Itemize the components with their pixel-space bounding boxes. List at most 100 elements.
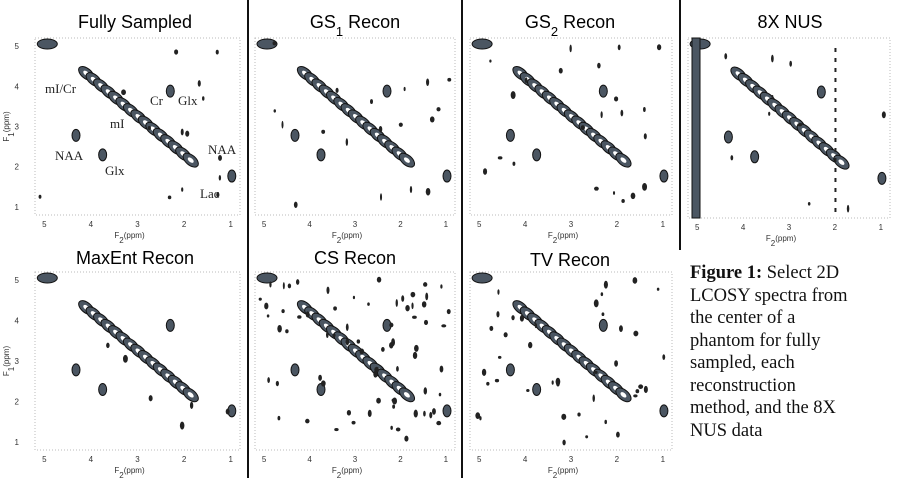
noise [321, 380, 326, 387]
caption-text: method, and the 8X [690, 398, 836, 418]
title-part: 8X NUS [757, 12, 822, 32]
x-tick-label: 3 [569, 455, 574, 464]
label-part: (ppm) [557, 231, 578, 240]
noise [370, 99, 373, 105]
noise [642, 182, 648, 191]
noise [612, 191, 616, 195]
cross-peak [598, 318, 608, 332]
noise [389, 322, 394, 328]
noise [346, 409, 352, 416]
title-part: GS [525, 12, 551, 32]
y-tick-label: 2 [15, 397, 20, 406]
title-part: CS Recon [314, 248, 396, 268]
noise [378, 125, 383, 133]
noise [321, 129, 326, 134]
noise [662, 354, 666, 360]
noise [185, 130, 190, 137]
panel-title: CS Recon [314, 248, 396, 268]
caption-text: reconstruction [690, 375, 796, 396]
noise [771, 54, 774, 63]
noise [614, 360, 618, 367]
noise [297, 315, 302, 319]
noise [423, 410, 426, 417]
panel-title: 8X NUS [757, 12, 822, 32]
noise [724, 53, 728, 60]
noise [569, 44, 572, 53]
cross-peak [505, 363, 515, 377]
noise [266, 314, 270, 318]
noise [551, 380, 554, 385]
noise [367, 302, 370, 306]
noise [446, 308, 451, 315]
cross-peak [598, 84, 608, 98]
label-part: F [114, 231, 119, 240]
title-part: MaxEnt Recon [76, 248, 194, 268]
noise [600, 111, 603, 119]
caption-line: sampled, each [690, 352, 895, 375]
caption-label: Figure 1: [690, 263, 763, 283]
noise [475, 412, 481, 420]
caption-text: LCOSY spectra from [690, 285, 848, 306]
cross-peak [505, 128, 515, 142]
peak-core [187, 157, 194, 163]
x-tick-label: 2 [182, 455, 187, 464]
peak-core [403, 157, 410, 163]
peak-label: Cr [150, 93, 164, 108]
y-tick-label: 1 [15, 438, 20, 447]
caption-text: sampled, each [690, 353, 795, 373]
cross-peak [382, 84, 392, 98]
noise [287, 283, 292, 289]
label-part: 1 [7, 132, 16, 137]
noise [489, 325, 494, 331]
noise [148, 395, 153, 402]
caption-line: Figure 1: Select 2D [690, 262, 895, 285]
plot-frame [34, 37, 241, 216]
spectrum [36, 272, 237, 430]
y-axis-label: F1(ppm) [2, 111, 16, 142]
noise [411, 302, 414, 310]
y-tick-label: 2 [15, 163, 20, 172]
noise [497, 289, 500, 295]
noise [392, 404, 396, 409]
noise [656, 287, 660, 291]
caption-text: the center of a [690, 308, 796, 328]
noise [601, 312, 605, 317]
x-axis-label: F2(ppm) [766, 234, 797, 248]
noise [519, 314, 525, 322]
label-part: 2 [119, 236, 124, 245]
noise [561, 413, 567, 420]
x-tick-label: 5 [477, 220, 482, 229]
noise [373, 370, 378, 378]
x-tick-label: 4 [307, 220, 312, 229]
noise [218, 175, 222, 181]
noise [423, 387, 428, 395]
noise [218, 155, 222, 161]
noise [277, 324, 282, 333]
noise [768, 111, 771, 116]
noise [376, 397, 381, 404]
noise [580, 125, 585, 131]
noise [272, 41, 277, 46]
noise [577, 412, 581, 417]
noise [633, 394, 638, 398]
noise [497, 355, 502, 359]
plot-frame [469, 37, 673, 216]
title-part: 2 [551, 24, 558, 39]
peak-core [620, 392, 627, 398]
noise [405, 304, 410, 312]
x-tick-label: 3 [353, 455, 358, 464]
caption-line: the center of a [690, 307, 895, 330]
noise [771, 94, 774, 98]
noise [440, 284, 443, 289]
x-tick-label: 5 [695, 223, 700, 232]
cross-peak [532, 148, 542, 162]
noise [621, 198, 625, 203]
noise [429, 411, 433, 419]
x-tick-label: 4 [741, 223, 746, 232]
noise [429, 116, 435, 123]
noise [494, 378, 500, 383]
noise [285, 329, 289, 334]
noise [600, 292, 604, 297]
y-axis-label: F1(ppm) [2, 346, 16, 377]
noise [179, 421, 185, 430]
